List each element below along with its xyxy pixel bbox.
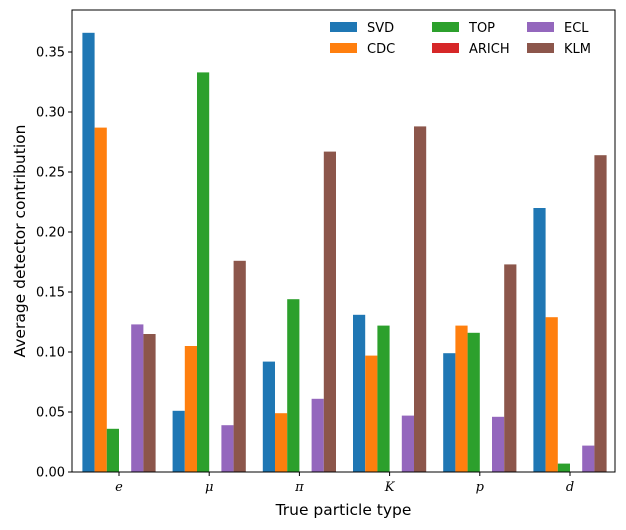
x-tick-label: π [294, 480, 304, 495]
legend-swatch [527, 43, 554, 53]
bar-top-0 [106, 428, 119, 472]
bar-top-5 [557, 463, 570, 472]
legend-label: CDC [367, 42, 395, 57]
legend: SVD CDC TOP ARICH ECL KLM [330, 21, 591, 57]
x-tick-label: p [476, 480, 485, 495]
bar-cdc-4 [455, 325, 468, 472]
y-tick-label: 0.00 [36, 466, 65, 481]
y-tick-label: 0.05 [36, 406, 65, 421]
x-tick-label: μ [205, 480, 213, 495]
bar-cdc-0 [94, 127, 107, 472]
legend-item-ecl: ECL [527, 21, 589, 36]
bar-svd-1 [172, 410, 185, 472]
legend-label: SVD [367, 21, 394, 36]
x-tick-label: e [115, 480, 123, 495]
legend-swatch [330, 43, 357, 53]
x-tick-label: K [384, 480, 396, 495]
legend-label: ECL [564, 21, 589, 36]
bar-ecl-4 [492, 416, 505, 472]
x-axis-label: True particle type [275, 501, 412, 519]
bar-top-4 [467, 332, 480, 472]
legend-label: KLM [564, 42, 591, 57]
legend-item-svd: SVD [330, 21, 394, 36]
bar-svd-3 [353, 314, 366, 472]
y-tick-label: 0.30 [36, 106, 65, 121]
legend-swatch [432, 22, 459, 32]
y-axis: 0.00 0.05 0.10 0.15 0.20 0.25 0.30 0.35 [36, 46, 72, 481]
bar-ecl-3 [401, 415, 414, 472]
legend-label: ARICH [469, 42, 510, 57]
bar-svd-0 [82, 32, 95, 473]
bar-klm-2 [323, 151, 336, 472]
legend-item-arich: ARICH [432, 42, 510, 57]
bar-cdc-5 [545, 317, 558, 472]
y-axis-label: Average detector contribution [11, 125, 29, 358]
bar-klm-5 [594, 155, 607, 472]
y-tick-label: 0.25 [36, 166, 65, 181]
bar-klm-4 [504, 264, 517, 472]
bar-ecl-2 [311, 398, 324, 472]
bar-cdc-2 [275, 413, 288, 472]
legend-label: TOP [468, 21, 495, 36]
legend-swatch [527, 22, 554, 32]
bar-klm-1 [233, 260, 246, 472]
bar-klm-3 [414, 126, 427, 473]
bar-svd-5 [533, 208, 546, 472]
bar-svd-4 [443, 353, 456, 472]
bar-cdc-3 [365, 355, 378, 472]
bars-layer [82, 32, 607, 473]
y-tick-label: 0.35 [36, 46, 65, 61]
bar-klm-0 [143, 334, 156, 472]
legend-swatch [330, 22, 357, 32]
bar-top-2 [287, 299, 300, 472]
bar-ecl-0 [131, 324, 144, 472]
legend-item-klm: KLM [527, 42, 591, 57]
legend-item-cdc: CDC [330, 42, 395, 57]
legend-swatch [432, 43, 459, 53]
bar-cdc-1 [184, 346, 197, 472]
y-tick-label: 0.15 [36, 286, 65, 301]
bar-ecl-1 [221, 425, 234, 472]
bar-top-3 [377, 325, 390, 472]
x-tick-label: d [566, 480, 574, 495]
bar-ecl-5 [582, 445, 595, 472]
y-tick-label: 0.20 [36, 226, 65, 241]
bar-top-1 [197, 72, 210, 473]
bar-svd-2 [262, 361, 275, 472]
legend-item-top: TOP [432, 21, 495, 36]
y-tick-label: 0.10 [36, 346, 65, 361]
plot-frame [71, 9, 616, 473]
